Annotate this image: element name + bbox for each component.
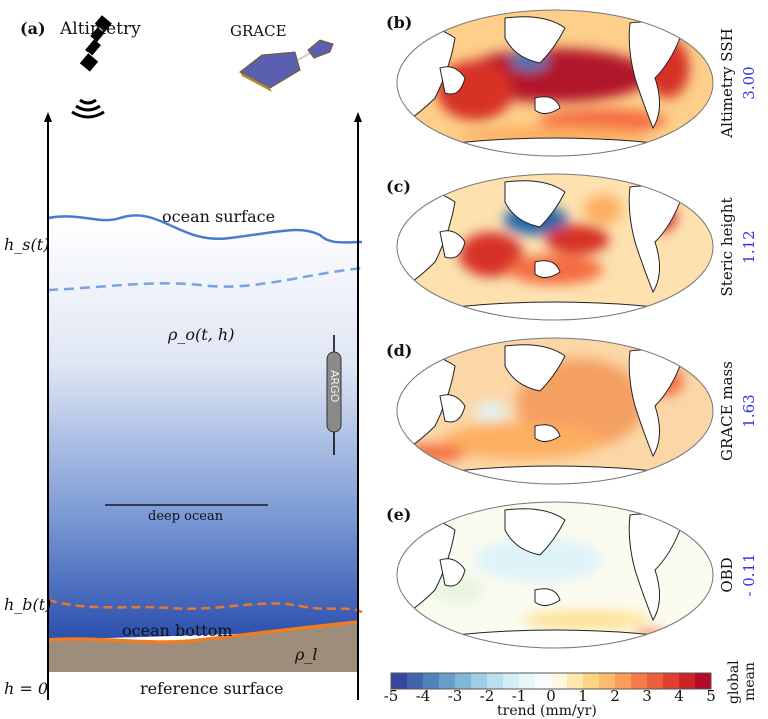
colorbar-segment xyxy=(535,673,551,689)
colorbar-segment xyxy=(391,673,407,689)
global-mean-label: global mean xyxy=(726,660,758,704)
map-panel-label: (c) xyxy=(386,177,411,196)
trend-region xyxy=(583,194,623,225)
global-mean-value: 1.63 xyxy=(740,394,758,428)
colorbar-tick: -5 xyxy=(383,687,399,705)
colorbar-segment xyxy=(407,673,423,689)
colorbar xyxy=(390,672,712,690)
ocean-body xyxy=(48,215,358,641)
map-3 xyxy=(396,501,714,649)
ocean-bottom-line xyxy=(47,620,359,644)
colorbar-segment xyxy=(439,673,455,689)
colorbar-tick: -4 xyxy=(415,687,431,705)
colorbar-segment xyxy=(663,673,679,689)
sea-floor xyxy=(48,622,358,672)
map-title: Altimetry SSH xyxy=(718,28,736,138)
ocean-surface-line xyxy=(47,214,363,244)
colorbar-segment xyxy=(583,673,599,689)
trend-region xyxy=(459,232,523,277)
argo-label: ARGO xyxy=(328,370,341,403)
grace-satellites-icon xyxy=(239,39,334,92)
satellite-icon xyxy=(78,13,114,74)
trend-region xyxy=(539,108,667,133)
grace-label: GRACE xyxy=(230,22,287,40)
colorbar-tick: -2 xyxy=(479,687,495,705)
colorbar-segment xyxy=(519,673,535,689)
rho-o-label: ρ_o(t, h) xyxy=(168,325,235,344)
trend-region xyxy=(475,402,507,420)
map-panel-label: (b) xyxy=(386,13,413,32)
map-title: Steric height xyxy=(718,197,736,297)
colorbar-segment xyxy=(599,673,615,689)
map-2 xyxy=(396,337,714,485)
trend-region xyxy=(401,444,466,462)
colorbar-tick: 2 xyxy=(610,687,620,705)
trend-region xyxy=(475,537,603,583)
colorbar-tick: -1 xyxy=(511,687,527,705)
colorbar-segment xyxy=(503,673,519,689)
colorbar-tick: 3 xyxy=(642,687,652,705)
hs-label: h_s(t) xyxy=(4,235,50,254)
colorbar-tick: 0 xyxy=(546,687,556,705)
colorbar-segment xyxy=(567,673,583,689)
global-mean-value: 3.00 xyxy=(740,66,758,100)
trend-region xyxy=(443,423,603,459)
global-mean-value: 1.12 xyxy=(740,230,758,264)
colorbar-segment xyxy=(695,673,711,689)
signal-waves-icon xyxy=(71,98,105,119)
colorbar-tick: 1 xyxy=(578,687,588,705)
map-panel-label: (d) xyxy=(386,341,413,360)
colorbar-segment xyxy=(679,673,695,689)
reference-surface-label: reference surface xyxy=(140,679,284,698)
argo-float-icon xyxy=(326,335,342,455)
colorbar-segment xyxy=(615,673,631,689)
surface-dashed-line xyxy=(47,266,363,292)
ocean-surface-label: ocean surface xyxy=(162,207,276,226)
trend-region xyxy=(523,611,651,629)
rho-l-label: ρ_l xyxy=(295,645,318,664)
arrow-up-icon xyxy=(44,112,52,122)
colorbar-label: trend (mm/yr) xyxy=(497,703,597,719)
colorbar-tick: 5 xyxy=(706,687,716,705)
colorbar-segment xyxy=(471,673,487,689)
map-1 xyxy=(396,173,714,321)
trend-region xyxy=(545,224,610,255)
ocean-column-diagram xyxy=(44,13,363,700)
deep-ocean-label: deep ocean xyxy=(148,509,224,524)
bottom-dashed-line xyxy=(47,598,363,614)
colorbar-segment xyxy=(487,673,503,689)
map-title: OBD xyxy=(718,557,736,593)
map-0 xyxy=(396,9,714,157)
colorbar-segment xyxy=(455,673,471,689)
hb-label: h_b(t) xyxy=(4,595,52,614)
ocean-bottom-label: ocean bottom xyxy=(122,621,233,640)
colorbar-segment xyxy=(647,673,663,689)
arrow-up-icon xyxy=(354,112,362,122)
global-mean-value: - 0.11 xyxy=(740,553,758,597)
colorbar-segment xyxy=(631,673,647,689)
altimetry-label: Altimetry xyxy=(60,19,141,39)
colorbar-segment xyxy=(423,673,439,689)
panel-a-label: (a) xyxy=(20,19,46,38)
h0-label: h = 0 xyxy=(4,679,49,698)
map-title: GRACE mass xyxy=(718,361,736,461)
colorbar-segment xyxy=(551,673,567,689)
colorbar-tick: 4 xyxy=(674,687,684,705)
map-panel-label: (e) xyxy=(386,505,412,524)
colorbar-tick: -3 xyxy=(447,687,463,705)
